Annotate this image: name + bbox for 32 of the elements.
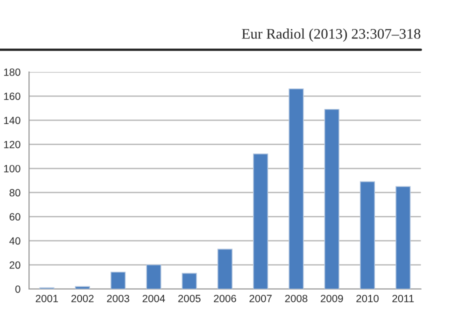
- y-tick-label: 100: [4, 164, 20, 172]
- y-tick-label: 0: [15, 285, 20, 293]
- x-tick-label: 2006: [214, 294, 236, 302]
- y-tick-label: 160: [4, 92, 20, 100]
- y-tick-label: 40: [9, 237, 20, 245]
- bar: [182, 272, 197, 289]
- y-tick-label: 180: [4, 68, 20, 76]
- x-tick-label: 2005: [178, 294, 200, 302]
- y-tick-label: 20: [10, 261, 20, 269]
- bar: [288, 88, 304, 289]
- bar: [253, 154, 268, 289]
- y-tick-label: 60: [10, 213, 20, 221]
- bar: [360, 181, 376, 289]
- bar: [74, 286, 90, 289]
- x-tick-label: 2011: [392, 294, 414, 302]
- bar: [110, 272, 126, 289]
- x-tick-label: 2010: [356, 294, 379, 302]
- x-tick-label: 2004: [142, 294, 166, 302]
- x-tick-label: 2008: [285, 294, 308, 302]
- y-tick-label: 120: [4, 140, 20, 148]
- x-tick-label: 2003: [107, 294, 130, 302]
- x-tick-label: 2002: [71, 294, 94, 302]
- bar: [324, 108, 340, 289]
- y-tick-label: 80: [10, 189, 20, 196]
- bar: [217, 248, 233, 289]
- bar: [146, 264, 162, 289]
- y-tick-label: 140: [4, 116, 20, 124]
- x-tick-label: 2007: [250, 294, 272, 302]
- x-tick-label: 2001: [36, 294, 58, 302]
- text: Eur Radiol (2013) 23:307–318: [242, 28, 420, 42]
- bar: [396, 186, 411, 289]
- x-tick-label: 2009: [320, 294, 343, 302]
